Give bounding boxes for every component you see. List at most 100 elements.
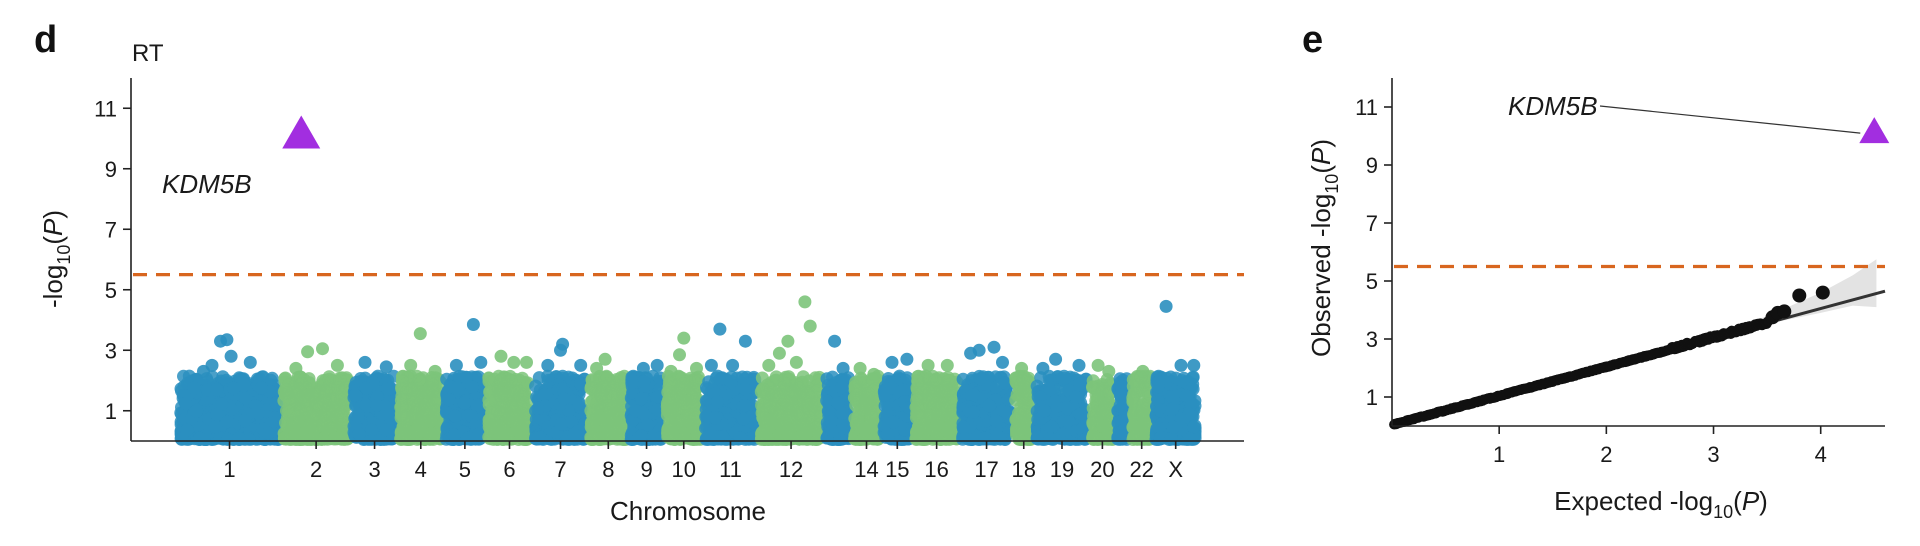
chromosome-5-points [439, 369, 490, 446]
snp-point [756, 382, 769, 396]
snp-point [504, 374, 518, 388]
panel-d-letter: d [34, 19, 57, 61]
chromosome-6-points [482, 369, 537, 446]
snp-point [220, 415, 234, 429]
snp-point [641, 418, 655, 432]
snp-point [708, 411, 722, 425]
snp-point [724, 374, 738, 388]
snp-point [502, 411, 516, 425]
snp-point [209, 419, 222, 433]
snp-point [291, 396, 305, 410]
chromosome-4-points [394, 369, 448, 446]
snp-point [264, 416, 278, 430]
snp-point [835, 381, 849, 394]
snp-point [781, 409, 795, 423]
snp-point [733, 431, 747, 445]
snp-point [886, 415, 900, 429]
snp-point [496, 386, 510, 400]
snp-point [407, 396, 421, 410]
snp-point [600, 370, 614, 384]
snp-point [712, 430, 725, 444]
snp-point [348, 388, 362, 402]
snp-point [264, 373, 278, 387]
snp-point [237, 378, 251, 392]
snp-point [738, 382, 752, 396]
snp-point [239, 391, 253, 405]
snp-point [809, 405, 823, 419]
snp-point [485, 406, 498, 420]
manhattan-points [174, 295, 1202, 446]
snp-point [738, 398, 752, 412]
snp-point [590, 397, 604, 411]
snp-point [880, 427, 894, 441]
snp-point [394, 393, 408, 407]
snp-point [248, 399, 262, 413]
snp-point [711, 395, 724, 409]
snp-point [585, 373, 599, 387]
snp-point [532, 431, 546, 445]
snp-point [179, 397, 193, 410]
snp-point [215, 397, 229, 411]
snp-point [572, 397, 586, 411]
snp-point [675, 414, 689, 428]
snp-point [442, 393, 456, 407]
snp-point [242, 432, 256, 446]
snp-point [325, 374, 339, 388]
snp-point [227, 381, 241, 395]
snp-point [634, 392, 648, 406]
snp-point [447, 428, 461, 442]
snp-point [210, 408, 224, 421]
snp-point [674, 381, 688, 395]
snp-point [585, 433, 598, 446]
chromosome-7-points [529, 369, 592, 446]
snp-point [297, 373, 311, 387]
snp-point [516, 393, 530, 407]
snp-point [404, 384, 418, 397]
chromosome-11-points [699, 369, 762, 446]
snp-point [797, 418, 811, 432]
snp-point [352, 427, 366, 441]
snp-point [365, 423, 378, 437]
snp-point [221, 432, 235, 446]
snp-point [585, 421, 599, 435]
snp-point [459, 370, 473, 384]
snp-point [567, 427, 581, 441]
snp-point [428, 396, 442, 409]
snp-point [411, 422, 424, 436]
snp-point [557, 392, 571, 406]
snp-point [825, 424, 839, 438]
snp-point [238, 414, 252, 428]
snp-point [631, 431, 645, 445]
snp-point [383, 382, 397, 396]
snp-point [769, 370, 783, 384]
snp-point [797, 394, 811, 408]
snp-point [255, 381, 268, 395]
snp-point [193, 431, 207, 445]
snp-point [326, 401, 340, 415]
snp-point [458, 396, 471, 410]
snp-point [625, 376, 639, 390]
snp-point [450, 381, 464, 395]
snp-point [382, 409, 396, 422]
snp-point [604, 402, 618, 416]
snp-point [190, 404, 204, 418]
snp-point [531, 401, 545, 415]
snp-point [863, 401, 877, 415]
chromosome-10-points [660, 369, 707, 446]
snp-point [496, 424, 510, 438]
snp-point [394, 426, 408, 440]
snp-point [311, 397, 325, 411]
chromosome-2-points [277, 370, 355, 446]
snp-point [858, 422, 872, 436]
snp-point [180, 423, 194, 437]
snp-point [201, 383, 214, 397]
snp-point [425, 384, 439, 398]
snp-point [554, 417, 568, 431]
snp-point [291, 384, 304, 398]
snp-point [787, 384, 801, 398]
snp-point [261, 426, 275, 440]
snp-point [210, 383, 224, 397]
snp-point [663, 407, 677, 421]
